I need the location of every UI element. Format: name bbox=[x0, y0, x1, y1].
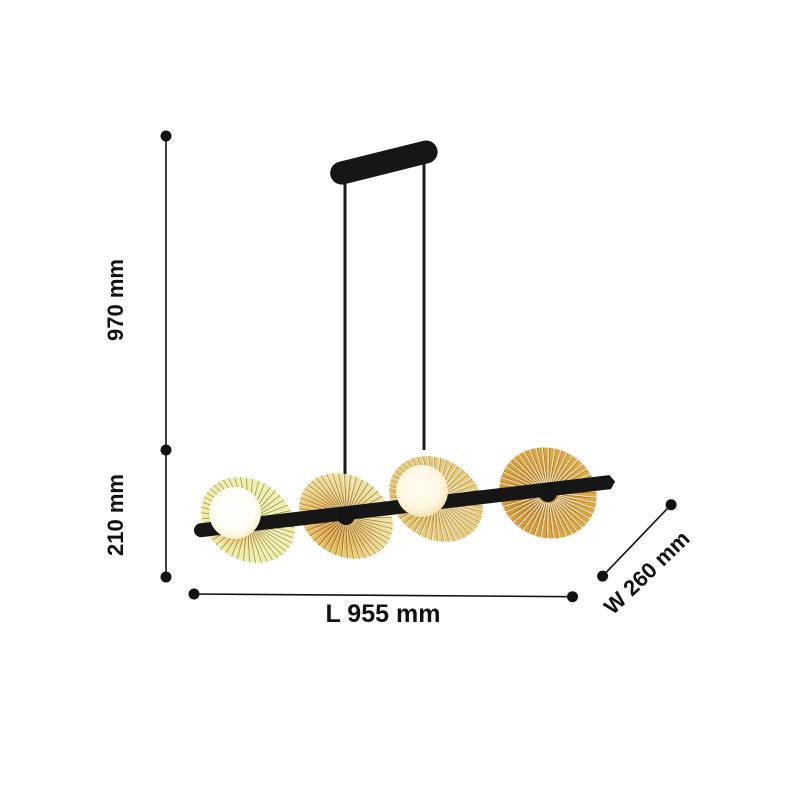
svg-text:970 mm: 970 mm bbox=[103, 259, 128, 341]
svg-text:L 955 mm: L 955 mm bbox=[326, 600, 441, 628]
svg-text:210 mm: 210 mm bbox=[103, 474, 128, 556]
svg-text:W 260 mm: W 260 mm bbox=[599, 526, 695, 620]
